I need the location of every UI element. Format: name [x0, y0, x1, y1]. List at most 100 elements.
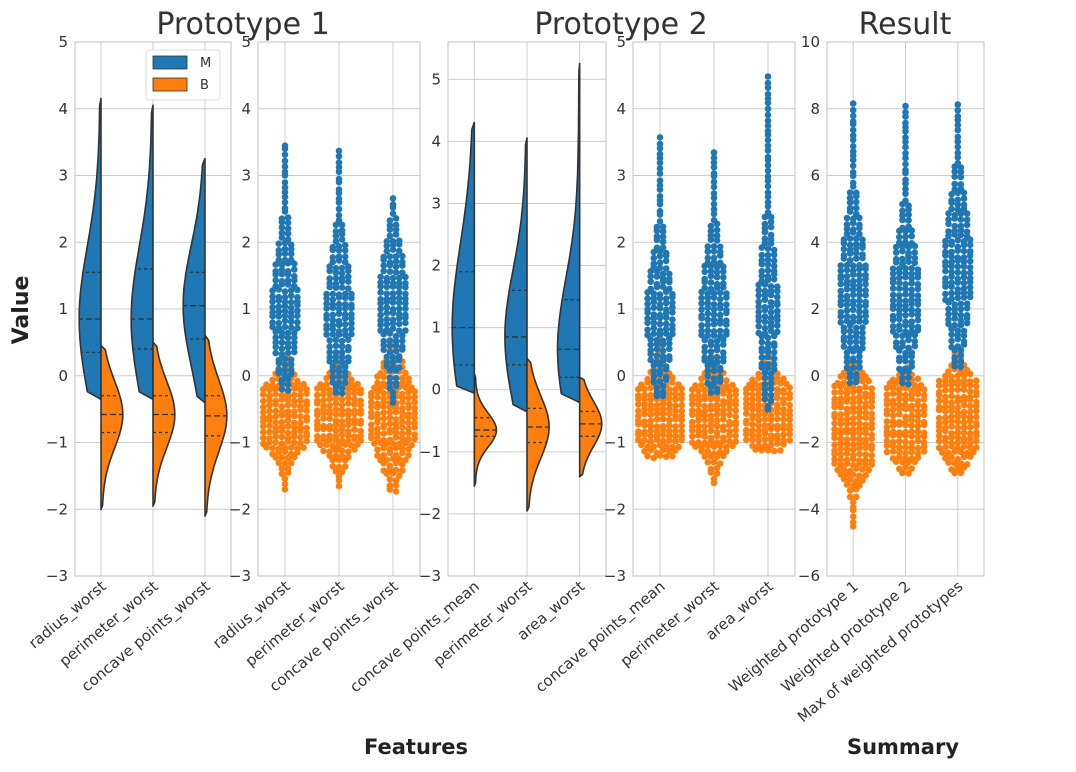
swarm-point-B: [889, 455, 897, 462]
swarm-point-M: [902, 302, 909, 310]
swarm-point-M: [656, 193, 664, 200]
swarm-point-B: [689, 400, 696, 408]
swarm-point-M: [902, 197, 909, 204]
swarm-point-B: [405, 435, 412, 443]
swarm-point-M: [911, 249, 919, 256]
swarm-point-B: [653, 401, 661, 409]
swarm-point-M: [716, 259, 724, 267]
swarm-point-B: [777, 447, 784, 454]
swarm-point-B: [314, 391, 321, 399]
swarm-point-B: [840, 369, 848, 377]
swarm-point-B: [761, 442, 769, 450]
swarm-point-M: [770, 251, 778, 259]
swarm-point-M: [846, 241, 854, 249]
swarm-point-B: [297, 439, 304, 447]
swarm-point-B: [380, 437, 388, 444]
swarm-point-M: [767, 223, 775, 231]
swarm-point-M: [278, 351, 286, 358]
swarm-point-B: [749, 376, 756, 384]
swarm-point-B: [749, 442, 756, 450]
swarm-point-M: [758, 338, 766, 346]
swarm-point-B: [966, 439, 974, 447]
y-tick-label: 3: [58, 167, 68, 185]
swarm-point-B: [374, 446, 381, 453]
swarm-point-B: [345, 421, 352, 429]
swarm-point-M: [335, 159, 343, 166]
swarm-point-B: [954, 439, 962, 446]
swarm-point-M: [341, 241, 349, 249]
swarm-point-B: [402, 456, 409, 464]
swarm-point-B: [329, 442, 337, 450]
swarm-point-M: [345, 273, 352, 281]
swarm-point-M: [383, 359, 391, 366]
swarm-point-M: [761, 304, 769, 311]
swarm-point-M: [720, 268, 727, 275]
swarm-point-B: [374, 393, 381, 401]
swarm-point-M: [957, 352, 965, 359]
swarm-point-B: [896, 448, 903, 456]
swarm-point-M: [662, 265, 670, 272]
swarm-point-M: [755, 323, 762, 330]
swarm-point-M: [395, 310, 403, 318]
swarm-point-B: [399, 390, 406, 398]
swarm-point-B: [345, 394, 352, 402]
swarm-point-M: [755, 303, 762, 310]
swarm-point-M: [758, 277, 766, 285]
swarm-point-M: [889, 270, 897, 278]
swarm-point-M: [843, 266, 851, 274]
swarm-point-M: [704, 310, 712, 317]
swarm-point-M: [767, 379, 775, 387]
swarm-point-M: [840, 324, 848, 332]
swarm-point-B: [849, 452, 857, 459]
swarm-point-M: [908, 240, 915, 247]
swarm-point-B: [966, 388, 974, 395]
swarm-point-B: [914, 412, 922, 420]
swarm-point-B: [837, 395, 845, 403]
swarm-point-M: [710, 254, 718, 262]
swarm-point-M: [656, 159, 664, 167]
swarm-point-M: [656, 165, 664, 172]
swarm-point-M: [707, 272, 715, 280]
swarm-point-B: [405, 375, 412, 382]
swarm-point-B: [780, 387, 787, 394]
swarm-point-M: [902, 281, 909, 288]
swarm-point-B: [780, 406, 787, 413]
swarm-point-M: [963, 216, 971, 223]
swarm-point-B: [853, 477, 860, 485]
swarm-point-M: [278, 215, 286, 222]
violin-B-1: [152, 341, 176, 507]
swarm-point-B: [948, 413, 955, 421]
panel-title: Result: [859, 7, 952, 42]
swarm-point-M: [954, 196, 962, 204]
swarm-point-B: [278, 403, 286, 410]
swarm-point-M: [889, 323, 897, 330]
swarm-point-B: [920, 402, 928, 410]
swarm-point-B: [732, 418, 739, 426]
y-tick-label: 5: [241, 33, 251, 51]
swarm-point-M: [720, 274, 727, 281]
swarm-point-M: [656, 311, 664, 319]
swarm-point-B: [303, 407, 311, 415]
swarm-point-B: [856, 457, 863, 465]
swarm-point-B: [846, 476, 854, 483]
swarm-point-B: [395, 440, 403, 448]
swarm-point-M: [758, 257, 766, 264]
swarm-point-M: [323, 300, 330, 307]
swarm-point-B: [351, 433, 358, 440]
swarm-point-B: [749, 405, 756, 413]
swarm-point-B: [942, 419, 949, 426]
swarm-point-M: [335, 212, 343, 219]
y-tick-label: 4: [241, 100, 251, 118]
swarm-point-M: [774, 299, 781, 306]
swarm-point-M: [905, 344, 912, 352]
swarm-point-M: [386, 222, 394, 229]
swarm-point-M: [392, 263, 400, 270]
swarm-point-M: [338, 354, 346, 361]
swarm-point-B: [689, 407, 696, 414]
swarm-point-M: [764, 90, 772, 98]
swarm-point-M: [837, 262, 845, 269]
swarm-point-M: [392, 347, 400, 355]
swarm-point-M: [954, 159, 962, 167]
swarm-point-M: [666, 285, 673, 293]
swarm-point-B: [386, 462, 394, 470]
